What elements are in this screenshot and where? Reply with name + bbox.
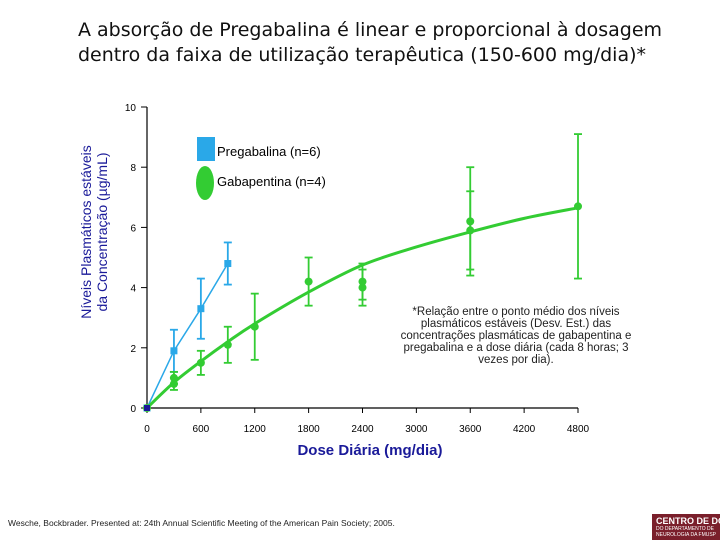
legend-label: Pregabalina (n=6) <box>217 144 321 159</box>
footnote-line-5: vezes por dia). <box>478 354 554 366</box>
origin-marker <box>144 405 150 411</box>
footnote-line-4: pregabalina e a dose diária (cada 8 hora… <box>403 342 629 354</box>
title-line-1: A absorção de Pregabalina é linear e pro… <box>78 19 663 41</box>
data-point-circle <box>304 277 313 286</box>
series-gabapentina <box>143 133 582 412</box>
logo-line-2: DO DEPARTAMENTO DE <box>656 526 714 532</box>
x-axis-label: Dose Diária (mg/dia) <box>297 442 443 459</box>
y-tick-label: 10 <box>125 103 137 114</box>
x-tick-label: 1200 <box>244 424 267 435</box>
footnote-line-1: *Relação entre o ponto médio dos níveis <box>412 306 620 318</box>
data-point-circle <box>169 373 178 382</box>
logo-line-3: NEUROLOGIA DA FMUSP <box>656 532 717 538</box>
data-point-circle <box>358 277 367 286</box>
institution-logo: CENTRO DE DOR DO DEPARTAMENTO DE NEUROLO… <box>652 514 720 540</box>
y-tick-label: 4 <box>130 284 136 295</box>
series-line <box>146 263 229 409</box>
data-point-circle <box>574 202 582 211</box>
y-tick-label: 8 <box>130 163 136 174</box>
x-tick-label: 0 <box>144 424 150 435</box>
y-tick-label: 2 <box>130 344 136 355</box>
x-tick-label: 2400 <box>351 424 374 435</box>
data-point-circle <box>466 226 475 235</box>
footnote-line-2: plasmáticos estáveis (Desv. Est.) das <box>420 318 612 330</box>
logo-line-1: CENTRO DE DOR <box>656 516 720 526</box>
data-point-circle <box>196 358 205 367</box>
legend-label: Gabapentina (n=4) <box>217 174 326 189</box>
footnote-line-3: concentrações plasmáticas de gabapentina… <box>400 330 632 342</box>
x-tick-label: 3000 <box>405 424 428 435</box>
chart-title: A absorção de Pregabalina é linear e pro… <box>78 18 698 68</box>
title-line-2: dentro da faixa de utilização terapêutic… <box>78 44 647 66</box>
data-point-circle <box>223 340 232 349</box>
series-pregabalina <box>143 241 232 412</box>
data-point-square <box>170 347 178 355</box>
x-tick-label: 4200 <box>513 424 536 435</box>
legend-swatch-circle <box>196 166 214 200</box>
legend: Pregabalina (n=6) Gabapentina (n=4) <box>196 137 326 200</box>
y-tick-label: 6 <box>130 223 136 234</box>
legend-swatch-square <box>197 137 215 161</box>
x-tick-label: 1800 <box>298 424 321 435</box>
data-point-square <box>224 260 232 268</box>
x-tick-label: 3600 <box>459 424 482 435</box>
footnote: *Relação entre o ponto médio dos níveis … <box>382 306 650 366</box>
source-citation: Wesche, Bockbrader. Presented at: 24th A… <box>8 518 395 528</box>
data-point-square <box>197 305 205 313</box>
x-tick-label: 4800 <box>567 424 590 435</box>
data-point-circle <box>250 322 259 331</box>
y-tick-label: 0 <box>130 404 136 415</box>
x-tick-label: 600 <box>193 424 210 435</box>
